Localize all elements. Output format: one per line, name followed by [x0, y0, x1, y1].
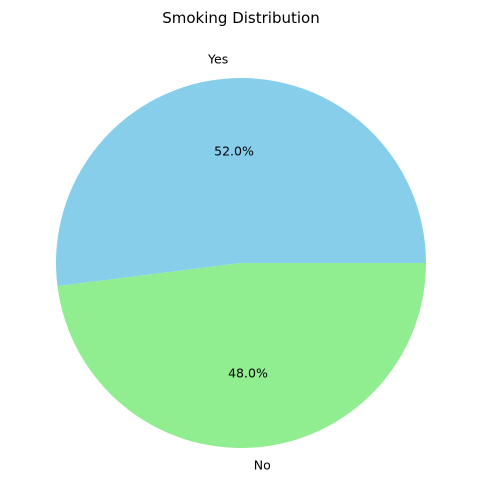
slice-label-yes: Yes [207, 51, 228, 66]
chart-title: Smoking Distribution [162, 9, 319, 27]
slice-label-no: No [254, 458, 271, 473]
pie-slices [56, 78, 427, 449]
percent-label-yes: 52.0% [214, 144, 254, 159]
percent-label-no: 48.0% [228, 365, 268, 380]
pie-slice-no [57, 263, 427, 449]
pie-slice-yes [56, 78, 426, 287]
pie-labels: Yes 52.0% No 48.0% [207, 51, 271, 472]
